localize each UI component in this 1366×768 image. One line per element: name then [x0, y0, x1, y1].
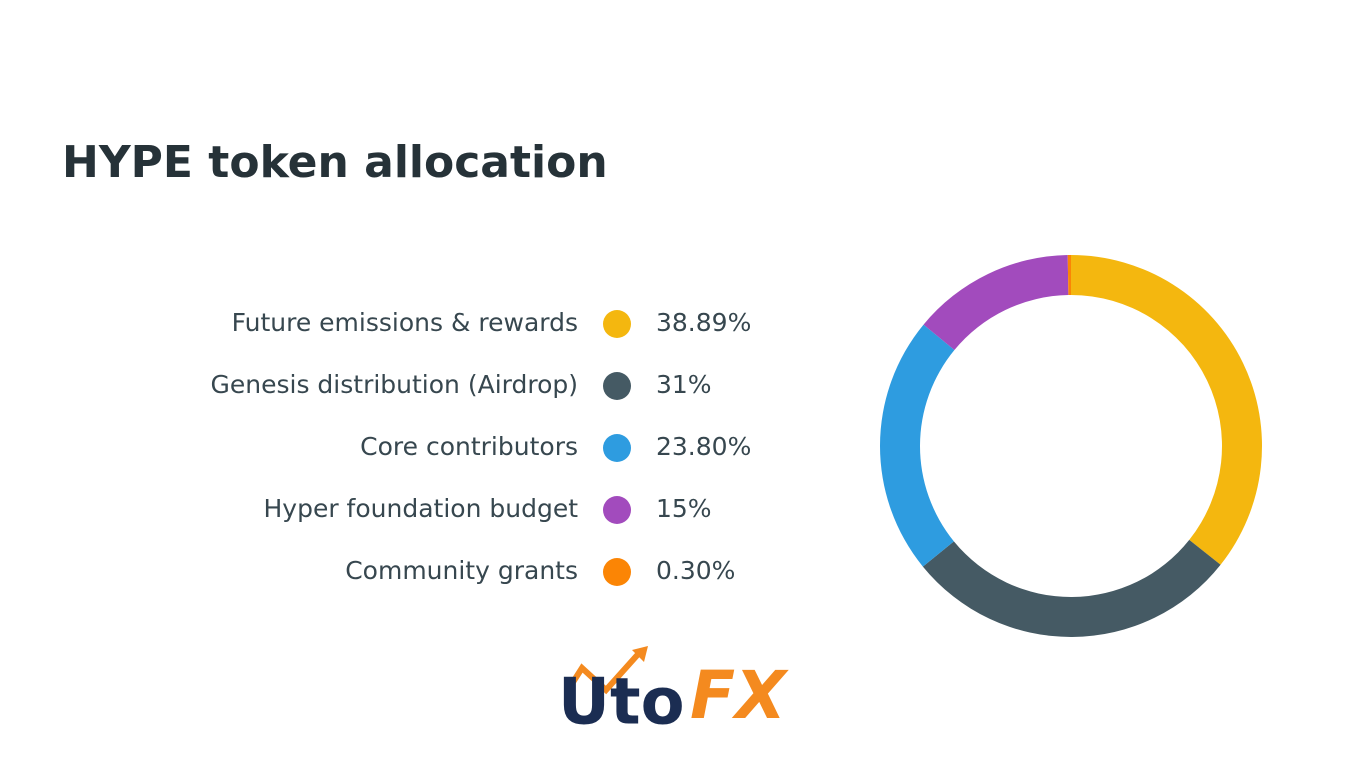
- legend-dot: [603, 310, 631, 338]
- logo-arrow: [565, 649, 643, 695]
- value-label: 38.89%: [656, 308, 751, 337]
- donut-slice: [880, 324, 955, 567]
- legend-dot: [603, 496, 631, 524]
- value-label: 15%: [656, 494, 712, 523]
- chart-title: HYPE token allocation: [62, 137, 608, 188]
- legend-dot: [603, 372, 631, 400]
- legend-label: Future emissions & rewards: [232, 308, 578, 337]
- donut-slice: [923, 255, 1069, 351]
- value-label: 0.30%: [656, 556, 735, 585]
- legend-dot: [603, 558, 631, 586]
- legend-label: Core contributors: [360, 432, 578, 461]
- value-label: 31%: [656, 370, 712, 399]
- donut-slice: [1071, 255, 1262, 565]
- donut-slice: [922, 539, 1221, 637]
- logo-text: FX: [690, 657, 789, 734]
- legend-dot: [603, 434, 631, 462]
- legend-label: Hyper foundation budget: [263, 494, 578, 523]
- logo-arrowhead: [632, 646, 648, 662]
- legend-label: Genesis distribution (Airdrop): [211, 370, 579, 399]
- donut-slice: [1067, 255, 1071, 296]
- logo: Uto FX: [558, 646, 789, 740]
- legend-label: Community grants: [345, 556, 578, 585]
- value-label: 23.80%: [656, 432, 751, 461]
- logo-text: Uto: [558, 666, 685, 740]
